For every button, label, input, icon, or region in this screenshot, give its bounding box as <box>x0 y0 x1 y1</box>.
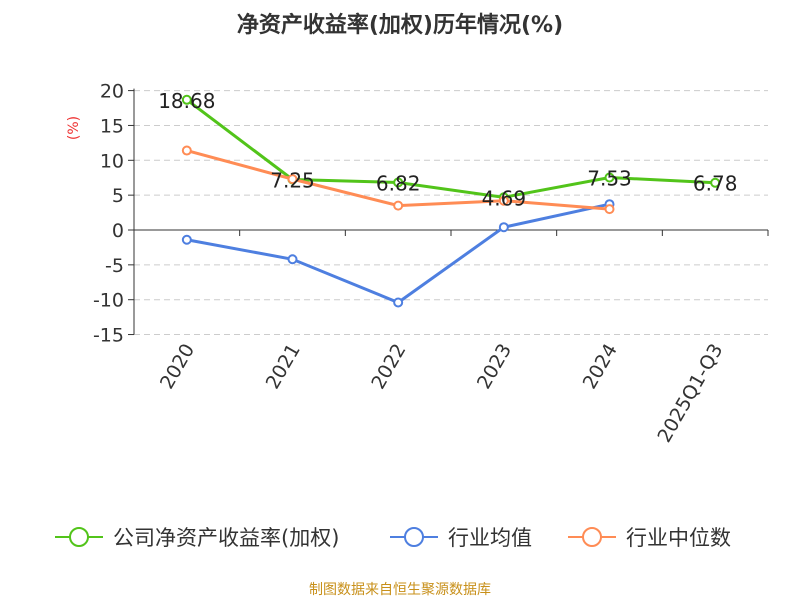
data-label: 18.68 <box>158 89 215 113</box>
x-tick-label: 2023 <box>473 340 516 393</box>
series-line-0 <box>185 98 716 199</box>
x-tick-label: 2024 <box>579 340 622 393</box>
y-tick-label: 5 <box>112 185 124 207</box>
x-tick-label: 2022 <box>367 340 410 393</box>
data-point <box>181 145 192 156</box>
data-point <box>287 254 298 265</box>
data-point <box>181 94 192 105</box>
data-point <box>710 177 721 188</box>
y-tick-label: -10 <box>93 290 124 312</box>
x-tick-label: 2020 <box>156 340 199 393</box>
data-point <box>498 195 509 206</box>
x-tick-label: 2025Q1-Q3 <box>653 340 727 446</box>
y-axis-label: (%) <box>66 116 82 140</box>
data-label: 6.82 <box>376 171 421 195</box>
data-point <box>393 177 404 188</box>
data-point <box>287 174 298 185</box>
source-note: 制图数据来自恒生聚源数据库 <box>309 582 491 598</box>
y-tick-label: -5 <box>105 255 124 277</box>
x-tick-label: 2021 <box>262 340 305 393</box>
data-label: 7.53 <box>587 167 632 191</box>
data-point <box>393 297 404 308</box>
legend-marker <box>404 527 424 547</box>
data-point <box>181 234 192 245</box>
legend-label: 行业均值 <box>448 526 532 550</box>
chart-title: 净资产收益率(加权)历年情况(%) <box>237 12 563 38</box>
legend-marker <box>582 527 602 547</box>
data-point <box>498 222 509 233</box>
data-label: 7.25 <box>270 168 315 192</box>
y-tick-label: -15 <box>93 325 124 347</box>
data-point <box>604 204 615 215</box>
data-point <box>393 200 404 211</box>
data-label: 4.69 <box>482 186 527 210</box>
legend-label: 公司净资产收益率(加权) <box>113 526 339 550</box>
data-label: 6.78 <box>693 172 738 196</box>
legend-marker <box>69 527 89 547</box>
data-point <box>604 172 615 183</box>
series-line-1 <box>186 202 610 305</box>
y-tick-label: 0 <box>112 220 124 242</box>
y-tick-label: 10 <box>100 150 124 172</box>
y-tick-label: 15 <box>100 115 124 137</box>
y-tick-label: 20 <box>100 81 124 103</box>
legend-label: 行业中位数 <box>626 526 731 550</box>
